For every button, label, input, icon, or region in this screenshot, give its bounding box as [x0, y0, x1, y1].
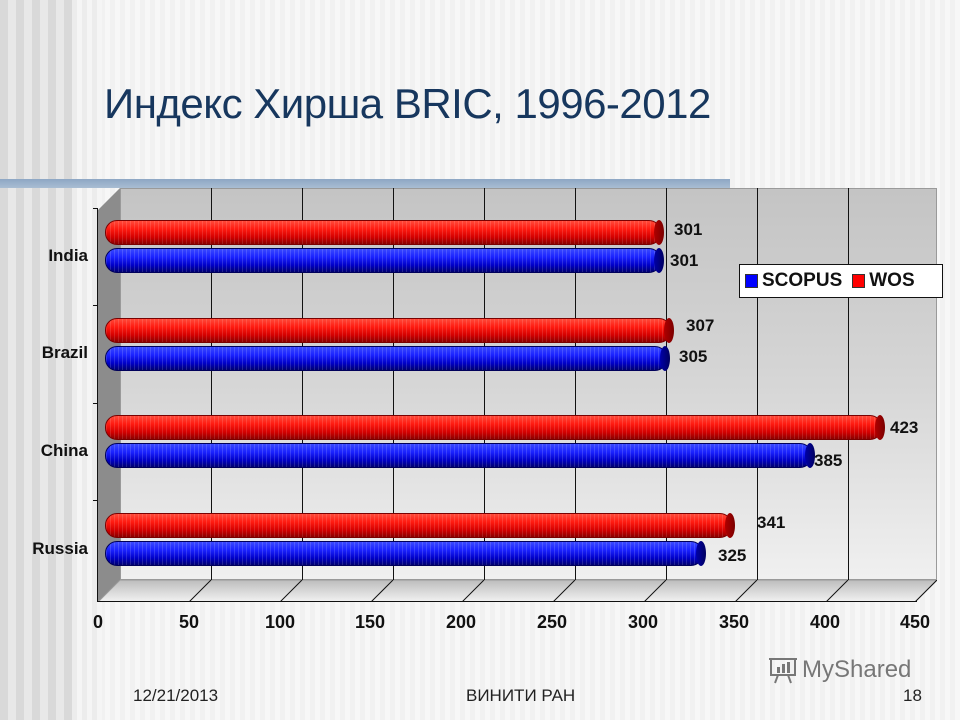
gridline-50: [211, 188, 212, 580]
bar-china-scopus: [105, 443, 815, 468]
value-label-brazil-wos: 307: [686, 316, 715, 335]
gridline-100: [302, 188, 303, 580]
bar-brazil-scopus: [105, 346, 670, 371]
x-tick-label: 250: [536, 612, 568, 632]
category-label-india: India: [48, 246, 88, 265]
gridline-400: [848, 188, 849, 580]
value-label-china-wos: 423: [890, 418, 919, 437]
y-tick: [93, 403, 98, 404]
legend-label-wos: WOS: [869, 270, 915, 291]
gridline-250: [575, 188, 576, 580]
value-label-russia-scopus: 325: [718, 546, 747, 565]
y-tick: [93, 208, 98, 209]
x-tick-label: 350: [718, 612, 750, 632]
bar-russia-scopus: [105, 541, 706, 566]
footer-date: 12/21/2013: [133, 686, 219, 705]
watermark-text: MyShared: [802, 656, 912, 683]
legend-swatch-scopus: [745, 274, 758, 288]
gridline-350: [757, 188, 758, 580]
bar-russia-wos: [105, 513, 735, 538]
value-label-brazil-scopus: 305: [679, 347, 708, 366]
slide-title: Индекс Хирша BRIC, 1996-2012: [104, 80, 711, 127]
footer-center-text: ВИНИТИ РАН: [466, 686, 576, 705]
bar-brazil-wos: [105, 318, 674, 343]
legend-swatch-wos: [852, 274, 866, 288]
gridline-150: [393, 188, 394, 580]
x-tick-label: 300: [627, 612, 659, 632]
x-tick-label: 200: [445, 612, 477, 632]
bar-india-wos: [105, 220, 664, 245]
plot-floor: [98, 580, 937, 602]
title-divider: [0, 179, 730, 188]
x-tick-label: 150: [354, 612, 386, 632]
category-label-china: China: [40, 441, 88, 460]
gridline-300: [666, 188, 667, 580]
value-label-russia-wos: 341: [757, 513, 786, 532]
gridline-200: [484, 188, 485, 580]
slide-number: 18: [903, 686, 922, 705]
x-tick-label: 400: [809, 612, 841, 632]
plot-side-wall: [98, 188, 120, 602]
chart-legend: SCOPUS WOS: [739, 264, 943, 298]
x-tick-label: 50: [178, 612, 200, 632]
watermark-logo: MyShared: [768, 655, 911, 685]
value-label-india-scopus: 301: [670, 251, 699, 270]
x-tick-label: 0: [92, 612, 103, 632]
value-label-china-scopus: 385: [814, 451, 843, 470]
y-axis-line: [97, 208, 98, 602]
slide-background-stripe: [0, 0, 72, 720]
category-label-russia: Russia: [32, 539, 88, 558]
legend-label-scopus: SCOPUS: [762, 270, 843, 291]
y-tick: [93, 500, 98, 501]
x-tick-label: 450: [899, 612, 931, 632]
x-axis-line: [97, 601, 917, 602]
x-tick-label: 100: [264, 612, 296, 632]
category-label-brazil: Brazil: [41, 343, 88, 362]
y-tick: [93, 305, 98, 306]
bar-china-wos: [105, 415, 885, 440]
presentation-board-icon: [769, 658, 797, 684]
value-label-india-wos: 301: [674, 220, 703, 239]
bar-india-scopus: [105, 248, 664, 273]
